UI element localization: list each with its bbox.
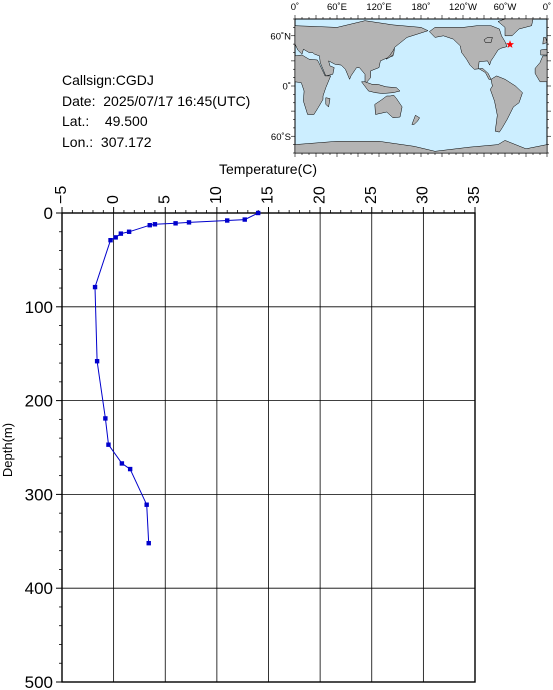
lat-value: 49.500 xyxy=(104,113,148,129)
profile-point xyxy=(146,540,151,546)
map-longitude-label: 120˚W xyxy=(449,2,477,13)
land-africa xyxy=(294,54,332,115)
map-longitude-label: 180˚ xyxy=(411,2,430,13)
lon-label: Lon.: xyxy=(62,133,94,150)
land-new-zealand xyxy=(411,114,420,125)
world-map: 0˚ 60˚E 120˚E 180˚ 120˚W 60˚W 0˚ 60˚N 0˚ 60˚S xyxy=(270,2,551,157)
profile-point xyxy=(92,284,98,290)
land-britain xyxy=(542,37,548,45)
chart-grid xyxy=(62,213,475,682)
y-tick-label: 300 xyxy=(25,485,53,504)
profile-point xyxy=(127,466,133,472)
map-longitude-labels: 0˚ 60˚E 120˚E 180˚ 120˚W 60˚W 0˚ xyxy=(291,2,551,13)
land-hudson xyxy=(483,37,493,43)
x-tick-label: 35 xyxy=(466,186,483,204)
map-longitude-label: 60˚W xyxy=(494,2,517,13)
x-axis-title: Temperature(C) xyxy=(219,161,317,177)
profile-point xyxy=(94,359,100,364)
x-tick-label: 10 xyxy=(208,186,225,204)
profile-point xyxy=(147,222,152,228)
map-land xyxy=(294,18,548,154)
land-africa-west xyxy=(534,55,548,83)
x-tick-label: 0 xyxy=(105,195,122,204)
land-indonesia xyxy=(360,81,401,94)
map-longitude-label: 120˚E xyxy=(366,2,391,13)
y-tick-label: 400 xyxy=(25,579,53,598)
land-japan xyxy=(385,48,395,60)
callsign-label: Callsign: xyxy=(62,72,116,88)
date-value: 2025/07/17 16:45(UTC) xyxy=(103,92,251,109)
land-eurasia xyxy=(294,20,429,85)
date-label: Date: xyxy=(62,92,96,109)
profile-point xyxy=(126,229,132,234)
profile-point xyxy=(173,221,178,226)
profile-point xyxy=(255,210,261,216)
plot-frame xyxy=(61,212,476,683)
x-tick-label: 25 xyxy=(363,186,380,204)
map-longitude-label: 0˚ xyxy=(543,2,551,13)
y-tick-label: 500 xyxy=(25,673,53,690)
profile-point xyxy=(144,502,149,507)
profile-point xyxy=(108,238,113,243)
land-south-america xyxy=(490,75,523,133)
profile-point xyxy=(119,461,125,466)
map-longitude-label: 60˚E xyxy=(327,2,347,13)
x-tick-label: 5 xyxy=(156,195,173,204)
map-frame-ticks xyxy=(291,15,551,157)
callsign-value: CGDJ xyxy=(115,72,154,88)
x-tick-label: −5 xyxy=(53,186,70,204)
map-latitude-labels: 60˚N 0˚ 60˚S xyxy=(270,31,291,143)
profile-point xyxy=(113,235,118,240)
profile-point xyxy=(186,220,192,225)
temperature-profile-line xyxy=(94,212,259,544)
x-tick-label: 20 xyxy=(311,186,328,204)
map-latitude-label: 0˚ xyxy=(283,82,291,93)
station-info: Callsign:CGDJ Date: 2025/07/17 16:45(UTC… xyxy=(62,70,250,152)
profile-point xyxy=(103,416,108,421)
profile-point xyxy=(242,217,247,222)
y-axis-title: Depth(m) xyxy=(0,423,15,477)
x-tick-label: 15 xyxy=(260,186,277,204)
y-tick-label: 200 xyxy=(25,392,53,411)
profile-points xyxy=(92,210,261,546)
profile-point xyxy=(225,218,230,223)
date-row: Date: 2025/07/17 16:45(UTC) xyxy=(62,91,250,112)
y-tick-labels: 0 100 200 300 400 500 xyxy=(25,204,53,690)
station-marker xyxy=(506,40,514,48)
profile-point xyxy=(118,231,124,236)
x-tick-label: 30 xyxy=(415,186,432,204)
profile-point xyxy=(106,442,111,447)
chart-axis-ticks xyxy=(56,207,476,683)
lon-value: 307.172 xyxy=(100,133,152,150)
lat-label: Lat.: xyxy=(62,113,90,129)
land-madagascar xyxy=(325,97,331,108)
map-latitude-label: 60˚N xyxy=(270,31,291,42)
lon-row: Lon.: 307.172 xyxy=(62,132,250,153)
map-longitude-label: 0˚ xyxy=(291,2,299,13)
y-tick-label: 100 xyxy=(25,298,53,317)
profile-point xyxy=(152,222,158,227)
lat-row: Lat.: 49.500 xyxy=(62,111,250,132)
map-latitude-label: 60˚S xyxy=(271,132,291,143)
y-tick-label: 0 xyxy=(44,204,53,223)
land-iberia xyxy=(540,48,548,56)
x-tick-labels: −5 0 5 10 15 20 25 30 35 xyxy=(53,186,483,204)
callsign-row: Callsign:CGDJ xyxy=(62,70,250,91)
land-australia xyxy=(374,94,403,119)
